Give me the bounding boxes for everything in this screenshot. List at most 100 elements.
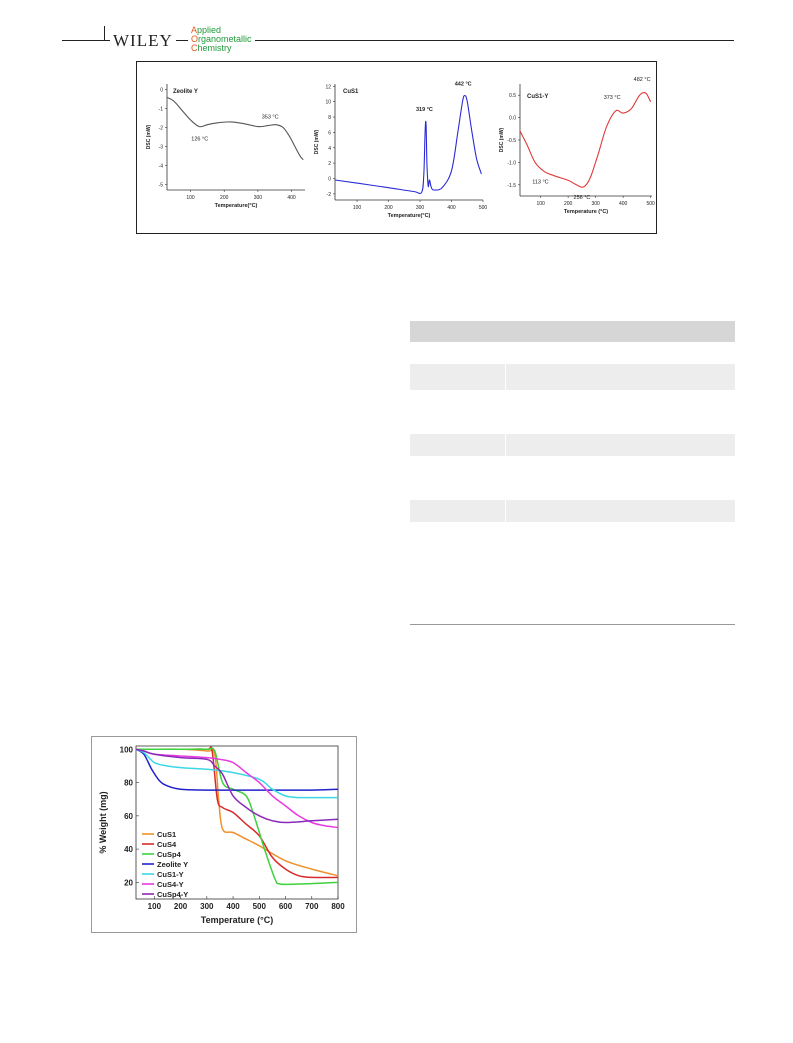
tga-figure: 100 200 300 400 500 600 700 800 100 80 60 40 20 Tempe… [91, 736, 357, 933]
y-tick-label: -1.5 [507, 183, 516, 189]
table-row [410, 544, 735, 566]
series-line [135, 748, 338, 799]
table-row [410, 342, 735, 364]
journal-word-rest: rganometallic [198, 34, 252, 44]
journal-line-3: Chemistry [191, 44, 252, 53]
panel-label: Zeolite Y [173, 89, 198, 95]
y-tick-label: 60 [124, 812, 133, 821]
y-axis-label: % Weight (mg) [98, 791, 108, 853]
x-tick-label: 300 [416, 205, 425, 211]
series-line [135, 747, 339, 886]
table-row [410, 588, 735, 624]
series-line [135, 748, 339, 824]
y-tick-label: -1 [159, 107, 164, 113]
y-tick-label: 100 [120, 745, 134, 754]
x-tick-label: 800 [331, 902, 345, 911]
journal-word-rest: hemistry [197, 43, 232, 53]
x-tick-label: 300 [591, 201, 600, 207]
x-tick-label: 300 [200, 902, 214, 911]
table-row [410, 522, 735, 544]
peak-annotation: 113 °C [532, 179, 548, 185]
table-row [410, 500, 735, 522]
table-row [410, 456, 735, 480]
y-axis-label: DSC (mW) [499, 127, 505, 152]
y-tick-label: 12 [325, 84, 331, 90]
tga-chart: 100 200 300 400 500 600 700 800 100 80 60 40 20 Tempe… [98, 745, 345, 925]
y-tick-label: 0 [160, 88, 163, 94]
journal-line-2: Organometallic [191, 35, 252, 44]
x-tick-label: 100 [536, 201, 545, 207]
peak-annotation: 482 °C [634, 77, 651, 83]
y-axis-label: DSC (mW) [146, 124, 152, 149]
peak-annotation: 442 °C [455, 82, 472, 88]
dsc-panel: 100 200 300 400 500 12 10 8 6 4 2 0 -2 Temperature(°C… [314, 82, 487, 219]
plot-frame [135, 745, 339, 900]
dsc-panel: 100 200 300 400 0 -1 -2 -3 -4 -5 Temperature(°C) DS… [146, 84, 305, 209]
x-tick-label: 600 [279, 902, 293, 911]
y-tick-label: -5 [159, 182, 164, 188]
table-column-divider [505, 500, 506, 522]
table-row [410, 566, 735, 588]
dsc-panel: 100 200 300 400 500 0.5 0.0 -0.5 -1.0 -1.5 Tempera… [499, 77, 655, 215]
x-tick-label: 400 [447, 205, 456, 211]
table-header-row [410, 321, 735, 342]
publisher-logo: WILEY [110, 31, 176, 51]
table-row [410, 412, 735, 434]
y-tick-label: 0.5 [509, 93, 516, 99]
y-tick-label: 2 [328, 161, 331, 167]
y-tick-label: -3 [159, 144, 164, 150]
journal-word-rest: pplied [197, 25, 222, 35]
x-tick-label: 400 [226, 902, 240, 911]
journal-line-1: Applied [191, 26, 252, 35]
legend-label: CuS4 [157, 840, 177, 849]
y-tick-label: 8 [328, 115, 331, 121]
x-tick-label: 200 [174, 902, 188, 911]
dsc-panels: 100 200 300 400 0 -1 -2 -3 -4 -5 Temperature(°C) DS… [146, 77, 655, 219]
legend-label: CuSp4-Y [157, 890, 188, 899]
y-tick-label: 0 [328, 176, 331, 182]
x-axis-label: Temperature (°C) [201, 915, 273, 925]
x-tick-label: 200 [384, 205, 393, 211]
legend-label: CuSp4 [157, 850, 182, 859]
journal-initial: A [191, 25, 198, 35]
table-row [410, 390, 735, 412]
y-tick-label: -4 [159, 163, 164, 169]
journal-name: Applied Organometallic Chemistry [188, 26, 255, 53]
y-tick-label: -2 [327, 192, 332, 198]
y-tick-label: 6 [328, 130, 331, 136]
table-row [410, 480, 735, 500]
y-axis-label: DSC (mW) [314, 129, 320, 154]
journal-initial: O [191, 34, 199, 44]
x-tick-label: 100 [148, 902, 162, 911]
table-row [410, 364, 735, 390]
data-table [410, 321, 735, 625]
y-tick-label: -1.0 [507, 160, 516, 166]
journal-initial: C [191, 43, 198, 53]
x-tick-label: 200 [220, 195, 229, 201]
y-tick-label: 20 [124, 878, 133, 887]
y-tick-label: 80 [124, 779, 133, 788]
x-tick-label: 100 [186, 195, 195, 201]
table-column-divider [505, 364, 506, 390]
x-tick-label: 300 [254, 195, 263, 201]
y-tick-label: 0.0 [509, 116, 516, 122]
header-rule [62, 40, 734, 41]
dsc-curve [334, 94, 482, 195]
peak-annotation: 353 °C [262, 115, 279, 121]
x-tick-label: 500 [253, 902, 267, 911]
x-tick-label: 200 [564, 201, 573, 207]
peak-annotation: 256 °C [574, 195, 591, 201]
panel-label: CuS1 [343, 89, 359, 95]
x-tick-label: 500 [646, 201, 655, 207]
table-bottom-rule [410, 624, 735, 625]
y-tick-label: 4 [328, 146, 331, 152]
peak-annotation: 319 °C [416, 107, 433, 113]
dsc-curve [166, 96, 304, 161]
x-axis-label: Temperature (°C) [564, 209, 608, 215]
legend-label: CuS1-Y [157, 870, 184, 879]
x-tick-label: 500 [479, 205, 488, 211]
panel-label: CuS1-Y [527, 94, 548, 100]
x-axis-label: Temperature(°C) [388, 213, 431, 219]
x-axis-label: Temperature(°C) [215, 203, 258, 209]
